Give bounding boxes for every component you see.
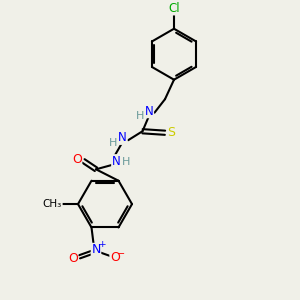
Text: O: O: [110, 251, 120, 264]
Text: N: N: [91, 243, 101, 256]
Text: H: H: [109, 138, 117, 148]
Text: O: O: [72, 153, 82, 166]
Text: +: +: [98, 240, 106, 249]
Text: H: H: [136, 111, 144, 121]
Text: −: −: [117, 249, 126, 259]
Text: Cl: Cl: [168, 2, 180, 15]
Text: N: N: [118, 131, 127, 144]
Text: CH₃: CH₃: [43, 199, 62, 209]
Text: N: N: [112, 155, 121, 168]
Text: S: S: [168, 126, 176, 139]
Text: H: H: [122, 158, 130, 167]
Text: N: N: [145, 105, 154, 118]
Text: O: O: [68, 252, 78, 265]
